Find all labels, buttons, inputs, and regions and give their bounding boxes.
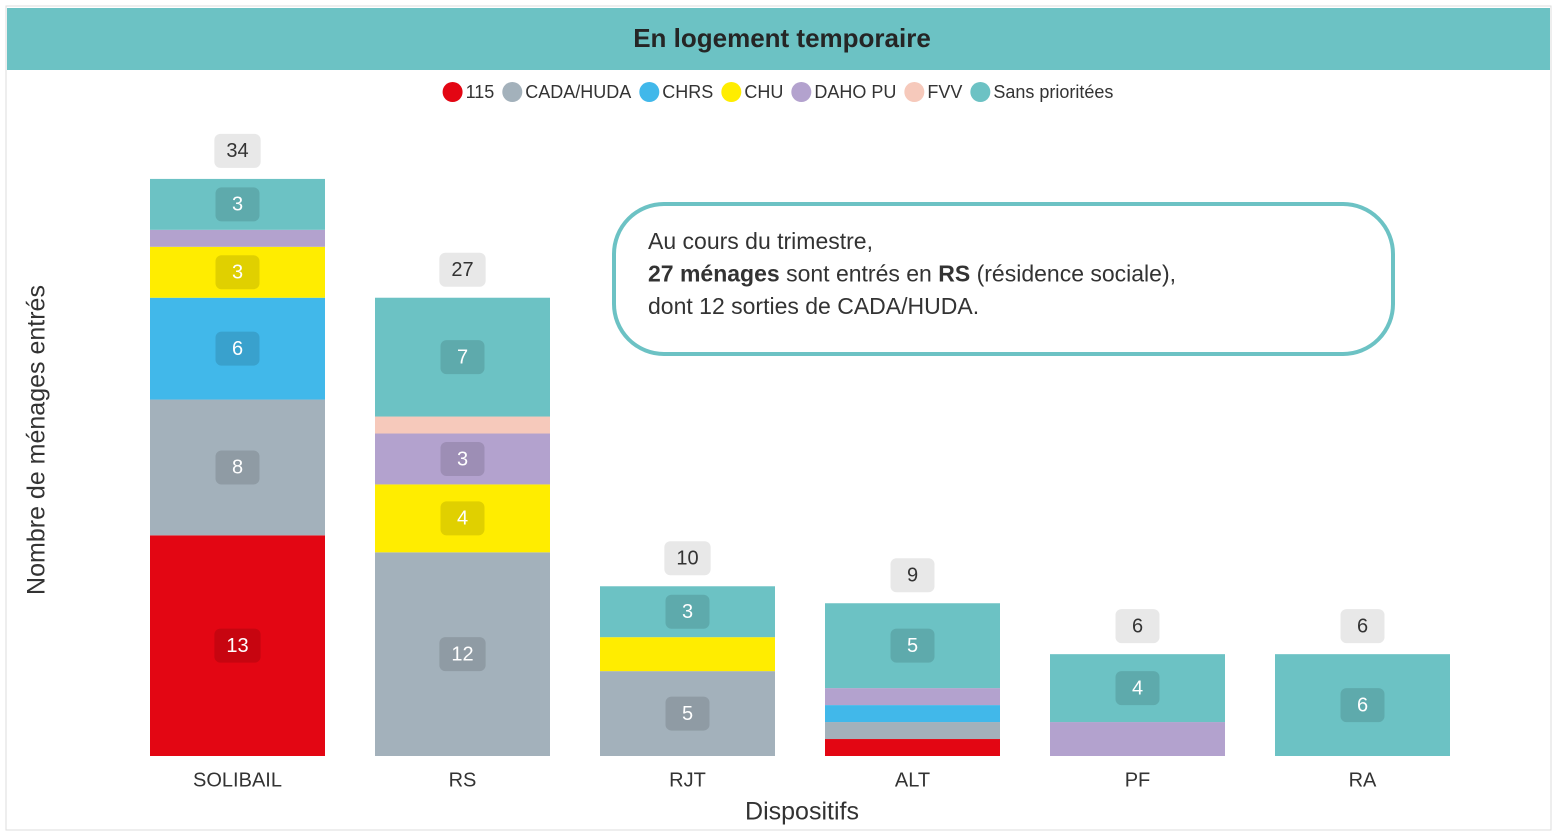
data-label-box [440,441,485,476]
data-label: 7 [457,346,468,368]
legend-label: CHU [744,82,783,102]
bar-segment [150,399,325,536]
x-tick-label: ALT [895,769,930,791]
bar-segment [375,416,550,434]
bar-segment [150,229,325,247]
total-label: 34 [226,140,248,162]
annotation-line: Au cours du trimestre, [648,228,873,254]
total-label-box [664,541,711,576]
data-label: 13 [226,635,248,657]
data-label-box [215,255,260,290]
data-label: 4 [457,508,468,530]
data-label: 3 [232,262,243,284]
legend-label: Sans prioritées [993,82,1113,102]
data-label: 12 [451,643,473,665]
legend-swatch [970,82,991,102]
bar-segment [375,433,550,485]
total-label-box [1115,609,1160,644]
legend-label: DAHO PU [814,82,896,102]
chart-title: En logement temporaire [633,23,931,53]
total-label-box [439,252,486,287]
data-label: 3 [682,601,693,623]
bar-segment [825,705,1000,723]
bar-segment [150,297,325,400]
bar-segment [600,637,775,672]
bar-segment [150,246,325,298]
data-label-box [665,594,710,629]
header-band [7,8,1550,70]
total-label: 6 [1357,615,1368,637]
annotation-text: dont 12 sorties de CADA/HUDA. [648,293,979,319]
total-label-box [890,558,935,593]
legend-swatch [639,82,660,102]
legend-label: CADA/HUDA [525,82,631,102]
legend: 115 CADA/HUDA CHRS CHU DAHO PU FVV Sans priori… [442,82,1113,102]
total-label: 9 [907,565,918,587]
bar-segment [600,586,775,638]
legend-swatch [904,82,925,102]
data-label: 3 [457,448,468,470]
data-label: 4 [1132,677,1143,699]
data-label: 5 [907,635,918,657]
data-label-box [215,450,260,485]
data-label-box [215,331,260,366]
data-label-box [440,340,485,375]
legend-swatch [791,82,812,102]
annotation-text: 27 ménages [648,261,780,287]
y-axis-title: Nombre de ménages entrés [23,285,51,595]
data-label-box [665,696,710,731]
annotation-line: dont 12 sorties de CADA/HUDA. [648,293,979,319]
bar-segment [375,297,550,417]
bar-segment [150,535,325,756]
total-label: 10 [676,548,698,570]
bar-segment [825,688,1000,706]
annotation-text: RS [938,261,970,287]
total-label: 27 [451,259,473,281]
bar-segment [825,722,1000,740]
data-label: 5 [682,703,693,725]
total-label-box [214,133,261,168]
x-tick-label: RS [449,769,477,791]
data-label-box [1115,671,1160,706]
legend-label: CHRS [662,82,713,102]
x-tick-label: RJT [669,769,706,791]
bar-segment [375,552,550,756]
legend-swatch [502,82,523,102]
data-label: 6 [1357,694,1368,716]
data-label-box [890,628,935,663]
x-axis-title: Dispositifs [745,798,859,826]
data-label-box [1340,688,1385,723]
total-label: 6 [1132,615,1143,637]
bar-segment [375,484,550,553]
annotation-text: sont entrés en [780,261,939,287]
data-label-box [214,628,261,663]
legend-swatch [721,82,742,102]
legend-swatch [442,82,463,102]
annotation-text: (résidence sociale), [970,261,1176,287]
annotation-box [612,202,1395,356]
bar-segment [825,739,1000,756]
bar-segment [1050,654,1225,723]
legend-label: FVV [927,82,962,102]
data-label: 3 [232,194,243,216]
x-tick-label: RA [1349,769,1377,791]
data-label-box [440,501,485,536]
bar-segment [150,178,325,230]
bar-segment [825,603,1000,689]
annotation-text: Au cours du trimestre, [648,228,873,254]
x-tick-label: PF [1125,769,1151,791]
bar-segment [1050,722,1225,756]
x-tick-label: SOLIBAIL [193,769,282,791]
bar-segment [1275,654,1450,756]
data-label: 8 [232,457,243,479]
data-label: 6 [232,338,243,360]
data-label-box [439,637,486,672]
bar-segment [600,671,775,756]
annotation-line: 27 ménages sont entrés en RS (résidence … [648,261,1176,287]
total-label-box [1340,609,1385,644]
data-label-box [215,187,260,222]
legend-label: 115 [466,82,495,102]
